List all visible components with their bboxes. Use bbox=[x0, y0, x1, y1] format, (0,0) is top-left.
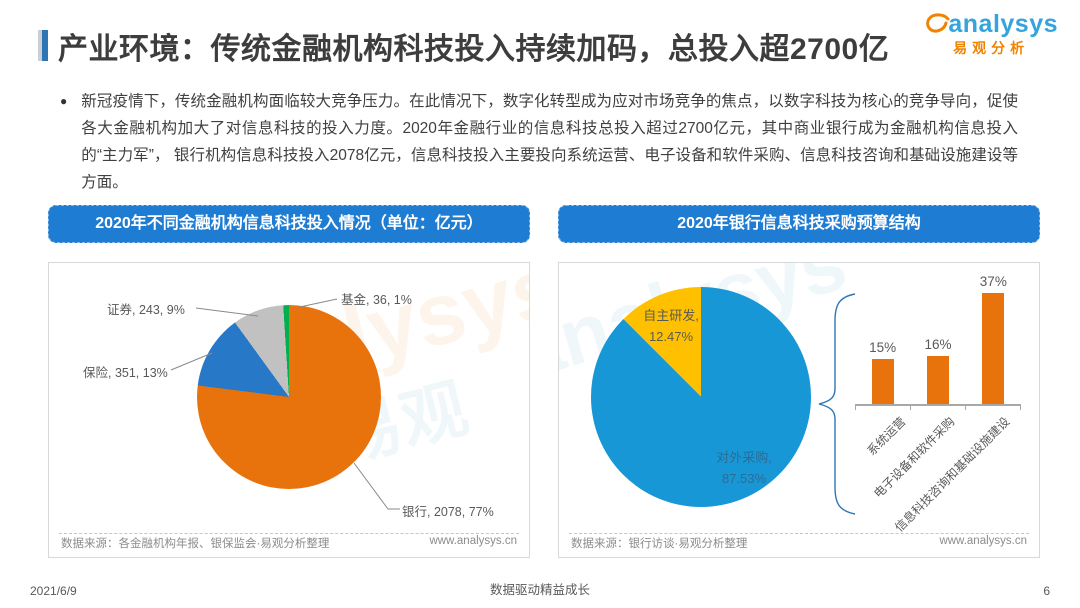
bar-chart-budget: 15% 16% 37% bbox=[855, 263, 1021, 404]
pie-chart-institutions bbox=[197, 305, 381, 489]
axis-tick bbox=[910, 404, 911, 410]
source-divider bbox=[569, 533, 1029, 534]
bar-column: 16% bbox=[924, 337, 952, 404]
axis-tick bbox=[855, 404, 856, 410]
footer-slogan: 数据驱动精益成长 bbox=[489, 583, 590, 597]
logo-chinese-name: 易观分析 bbox=[953, 40, 1030, 56]
bar bbox=[871, 359, 894, 404]
analysys-swoosh-icon bbox=[926, 12, 950, 33]
bar-value-label: 16% bbox=[924, 337, 952, 352]
source-row: 数据来源：各金融机构年报、银保监会·易观分析整理 www.analysys.cn bbox=[49, 535, 529, 551]
bar-axis bbox=[855, 404, 1021, 406]
bullet-icon: ● bbox=[60, 94, 68, 108]
pie-label-external: 对外采购, 87.53% bbox=[716, 450, 772, 486]
website-url: www.analysys.cn bbox=[429, 535, 517, 547]
pie-label-banks: 银行, 2078, 77% bbox=[402, 505, 494, 519]
pie-label-securities: 证券, 243, 9% bbox=[107, 303, 185, 317]
chart-title-right: 2020年银行信息科技采购预算结构 bbox=[558, 205, 1040, 243]
data-source: 数据来源：各金融机构年报、银保监会·易观分析整理 bbox=[61, 538, 330, 550]
chart-panel-institutions: analysys 易观 证券, 243, 9% 保险, 351, 13% 基金,… bbox=[48, 262, 530, 558]
bar bbox=[926, 356, 949, 404]
bar-column: 37% bbox=[980, 274, 1007, 404]
footer-page-number: 6 bbox=[1043, 584, 1050, 598]
bar-category-label: 系统运营 bbox=[864, 414, 909, 459]
curly-brace bbox=[818, 293, 856, 515]
pie-leader-lines bbox=[170, 298, 400, 510]
pie-label-insurance: 保险, 351, 13% bbox=[83, 366, 168, 380]
title-accent-bar bbox=[42, 30, 48, 61]
pie-chart-procurement bbox=[591, 287, 811, 507]
axis-tick bbox=[965, 404, 966, 410]
page-title: 产业环境：传统金融机构科技投入持续加码，总投入超2700亿 bbox=[58, 33, 890, 66]
logo-wordmark: analysys bbox=[948, 10, 1058, 38]
bar-value-label: 37% bbox=[979, 274, 1007, 289]
source-divider bbox=[59, 533, 519, 534]
bar-column: 15% bbox=[869, 340, 896, 404]
pie-label-funds: 基金, 36, 1% bbox=[341, 293, 412, 307]
summary-text: 新冠疫情下，传统金融机构面临较大竞争压力。在此情况下，数字化转型成为应对市场竞争… bbox=[81, 93, 1018, 191]
page-footer: 2021/6/9 数据驱动精益成长 6 bbox=[0, 582, 1080, 598]
bar-category-label: 信息科技咨询和基础设施建设 bbox=[892, 414, 1013, 535]
source-row: 数据来源：银行访谈·易观分析整理 www.analysys.cn bbox=[559, 535, 1039, 551]
footer-date: 2021/6/9 bbox=[30, 584, 77, 598]
chart-panel-procurement: analysys 易观 自主研发, 12.47% 对外采购, 87.53% 15… bbox=[558, 262, 1040, 558]
axis-tick bbox=[1020, 404, 1021, 410]
analysys-logo: analysys 易观分析 bbox=[924, 10, 1058, 58]
bar-value-label: 15% bbox=[869, 340, 897, 355]
pie-label-inhouse: 自主研发, 12.47% bbox=[643, 308, 699, 344]
logo-row: analysys bbox=[924, 10, 1058, 39]
website-url: www.analysys.cn bbox=[939, 535, 1027, 547]
summary-block: ● 新冠疫情下，传统金融机构面临较大竞争压力。在此情况下，数字化转型成为应对市场… bbox=[60, 88, 1018, 196]
data-source: 数据来源：银行访谈·易观分析整理 bbox=[571, 538, 748, 550]
bar bbox=[982, 293, 1005, 404]
chart-title-left: 2020年不同金融机构信息科技投入情况（单位：亿元） bbox=[48, 205, 530, 243]
